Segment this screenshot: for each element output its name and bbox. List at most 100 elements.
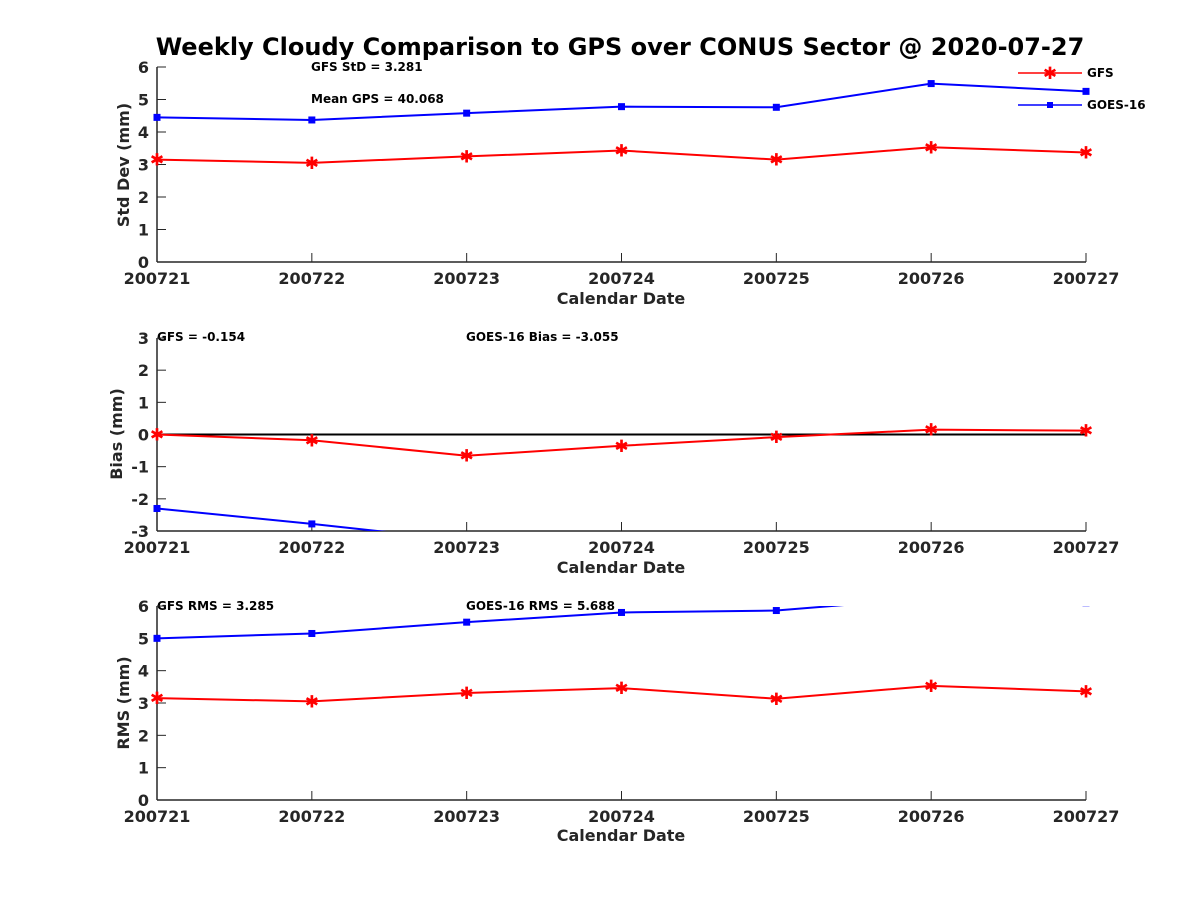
std-panel: GFS StD = 3.281 Mean GPS = 40.068 Calend… [114,60,685,308]
std-xtick-label: 200721 [124,269,191,288]
rms-goes-16-point [928,594,935,601]
std-ytick-label: 4 [138,123,149,142]
bias-xtick-label: 200726 [898,538,965,557]
bias-xlabel: Calendar Date [557,558,686,577]
std-goes-16-point [927,80,935,88]
rms-goes-16-point [308,629,316,637]
bias-ytick-label: 3 [138,329,149,348]
rms-xtick-label: 200721 [124,807,191,826]
rms-xtick-label: 200722 [278,807,345,826]
rms-xtick-label: 200725 [743,807,810,826]
bias-xtick-label: 200725 [743,538,810,557]
bias-xtick-label: 200727 [1053,538,1120,557]
bias-gfs-point: ✱ [924,421,938,441]
rms-goes-16-point [772,607,780,615]
std-ytick-label: 5 [138,91,149,110]
bias-xtick-label: 200724 [588,538,655,557]
std-ytick-label: 3 [138,156,149,175]
std-goes-16-point [618,103,625,111]
rms-ytick-label: 5 [138,629,149,648]
legend: ✱ GFS GOES-16 [1018,64,1146,112]
bias-gfs-point: ✱ [769,428,783,448]
bias-gfs-point: ✱ [460,447,474,467]
std-xtick-label: 200726 [898,269,965,288]
std-ytick-label: 1 [138,221,149,240]
rms-axes: 0 1 2 3 4 5 6 200721 200722 200723 200724 200725 200… [124,594,1120,826]
bias-ytick-label: 2 [138,361,149,380]
bias-series-group: ✱ ✱ ✱ ✱ ✱ ✱ ✱ [150,421,1093,531]
rms-series-group: ✱ ✱ ✱ ✱ ✱ ✱ ✱ [150,594,1093,712]
rms-xtick-label: 200723 [433,807,500,826]
bias-ytick-label: -1 [131,458,149,477]
bias-ann-gfs: GFS = -0.154 [157,330,245,344]
std-gfs-point: ✱ [614,142,628,162]
rms-xtick-label: 200724 [588,807,655,826]
rms-ytick-label: 1 [138,759,149,778]
rms-gfs-point: ✱ [1079,682,1093,702]
bias-xtick-label: 200721 [124,538,191,557]
rms-goes-16-point [463,618,471,626]
rms-panel: GFS RMS = 3.285 GOES-16 RMS = 5.688 Cale… [114,599,685,845]
bias-gfs-point: ✱ [1079,422,1093,442]
bias-ytick-label: -3 [131,522,149,541]
std-xtick-label: 200722 [278,269,345,288]
bias-gfs-point: ✱ [614,437,628,457]
rms-goes-16-line [156,606,845,640]
rms-xtick-label: 200727 [1053,807,1120,826]
rms-ytick-label: 6 [138,597,149,616]
std-gfs-line [156,146,1087,164]
rms-ytick-label: 4 [138,662,149,681]
std-ann-gps: Mean GPS = 40.068 [311,92,444,106]
std-ylabel: Std Dev (mm) [114,103,133,227]
rms-xlabel: Calendar Date [557,826,686,845]
legend-gfs-marker: ✱ [1043,64,1057,84]
rms-goes-16-point [1082,606,1090,607]
bias-xtick-label: 200723 [433,538,500,557]
std-axes: 0 1 2 3 4 5 6 200721 200722 200723 200724 200725 200… [124,58,1120,288]
bias-goes-16-point [308,520,316,528]
bias-panel: GFS = -0.154 GOES-16 Bias = -3.055 Calen… [107,330,685,577]
std-goes-16-line [156,82,1087,121]
rms-ann-gfs: GFS RMS = 3.285 [157,599,274,613]
std-goes-16-point [153,113,161,121]
rms-ann-goes: GOES-16 RMS = 5.688 [466,599,615,613]
rms-gfs-point: ✱ [305,692,319,712]
std-goes-16-point [463,109,471,117]
rms-goes-16-point [153,634,161,642]
rms-ytick-label: 3 [138,694,149,713]
rms-ytick-label: 2 [138,726,149,745]
std-goes-16-point [1082,87,1090,95]
figure-title: Weekly Cloudy Comparison to GPS over CON… [156,33,1085,61]
std-gfs-point: ✱ [150,151,164,171]
rms-gfs-point: ✱ [924,677,938,697]
bias-ytick-label: 0 [138,426,149,445]
bias-ann-goes: GOES-16 Bias = -3.055 [466,330,619,344]
std-xtick-label: 200725 [743,269,810,288]
std-ytick-label: 0 [138,253,149,272]
rms-xtick-label: 200726 [898,807,965,826]
bias-axes: -3 -2 -1 0 1 2 3 200721 200722 200723 200724 200725… [124,329,1120,557]
legend-goes-label: GOES-16 [1087,98,1146,112]
rms-gfs-point: ✱ [150,689,164,709]
bias-ytick-label: 1 [138,393,149,412]
std-ytick-label: 2 [138,188,149,207]
std-goes-16-point [308,116,316,124]
bias-gfs-line [156,428,1087,457]
bias-goes-16-point [153,504,161,512]
bias-xtick-label: 200722 [278,538,345,557]
std-gfs-point: ✱ [769,151,783,171]
std-xtick-label: 200723 [433,269,500,288]
std-ann-gfs: GFS StD = 3.281 [311,60,423,74]
std-ytick-label: 6 [138,58,149,77]
std-xtick-label: 200727 [1053,269,1120,288]
std-xlabel: Calendar Date [557,289,686,308]
legend-goes-marker [1047,102,1053,108]
bias-gfs-point: ✱ [150,426,164,446]
rms-gfs-line [156,684,1087,703]
std-goes-16-point [772,103,780,111]
rms-goes-16-point [618,608,625,616]
std-xtick-label: 200724 [588,269,655,288]
rms-ytick-label: 0 [138,791,149,810]
